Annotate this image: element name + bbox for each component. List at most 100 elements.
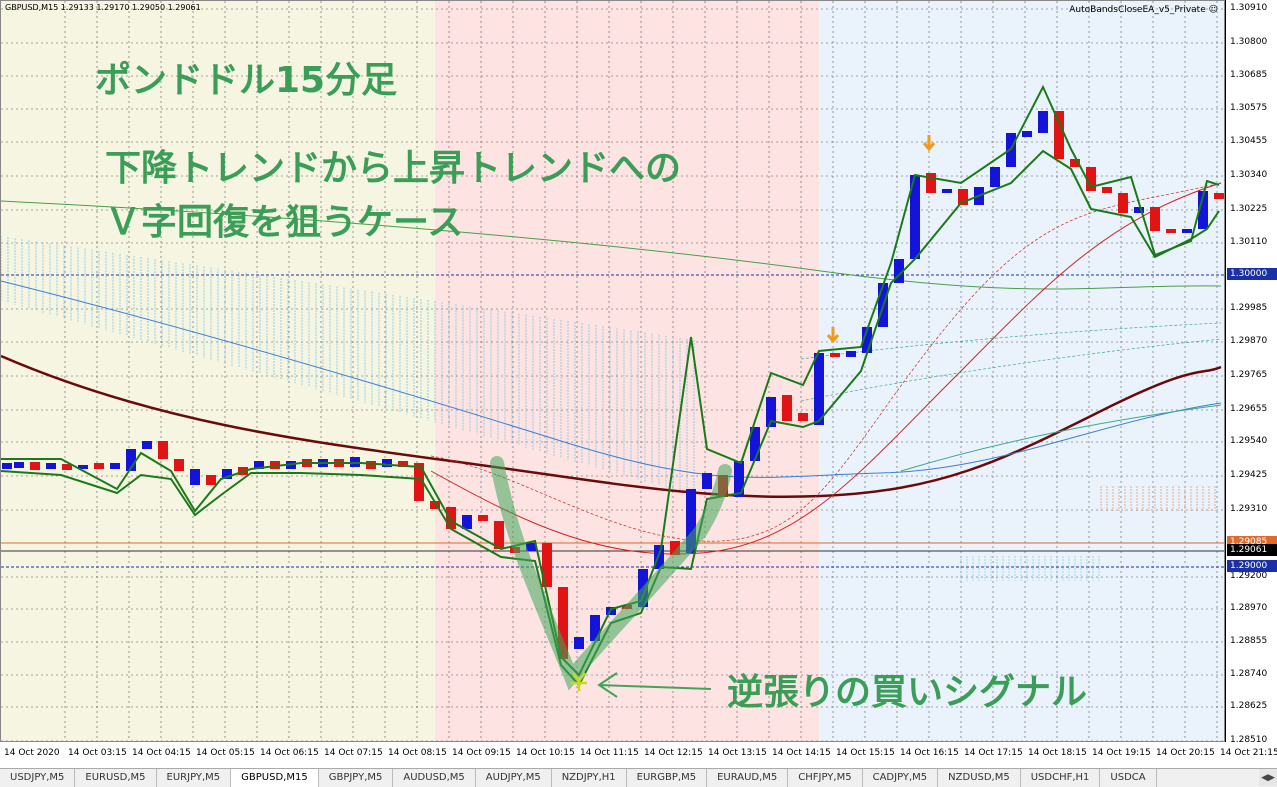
bull-candle [526, 543, 536, 551]
session-zone-asia [1, 1, 435, 741]
expert-advisor-label[interactable]: AutoBandsCloseEA_v5_Private ☺ [1069, 5, 1218, 15]
bull-candle [110, 463, 120, 469]
bear-candle [1214, 193, 1224, 199]
symbol-tab[interactable]: EURGBP,M5 [627, 769, 708, 787]
bear-candle [430, 501, 440, 509]
bull-candle [462, 515, 472, 529]
price-level-tag: 1.29000 [1227, 560, 1277, 572]
bear-candle [94, 463, 104, 469]
symbol-tab[interactable]: USDCA [1100, 769, 1157, 787]
symbol-tab[interactable]: AUDUSD,M5 [393, 769, 476, 787]
bull-candle [686, 489, 696, 553]
envelope-line [900, 404, 1222, 472]
bear-candle [446, 507, 456, 529]
bull-candle [750, 427, 760, 461]
price-tick-label: 1.30340 [1230, 170, 1268, 180]
time-tick-label: 14 Oct 19:15 [1092, 748, 1151, 758]
symbol-tab[interactable]: GBPUSD,M15 [231, 769, 319, 787]
price-tick-label: 1.30225 [1230, 204, 1268, 214]
bull-candle [814, 353, 824, 425]
bull-candle [590, 615, 600, 641]
price-scale[interactable]: 1.30910 1.30800 1.30685 1.30575 1.30455 1.303… [1225, 0, 1277, 745]
bull-candle [254, 461, 264, 469]
symbol-tab[interactable]: USDJPY,M5 [0, 769, 76, 787]
price-tick-label: 1.29985 [1230, 303, 1268, 313]
time-tick-label: 14 Oct 07:15 [324, 748, 383, 758]
bollinger-mid-line [430, 182, 1222, 555]
bull-candle [1134, 207, 1144, 213]
bull-candle [142, 441, 152, 449]
bull-candle [126, 449, 136, 471]
symbol-tab[interactable]: CADJPY,M5 [863, 769, 939, 787]
annotation-line2: Ｖ字回復を狙うケース [105, 202, 464, 243]
symbol-tab[interactable]: USDCHF,H1 [1021, 769, 1101, 787]
bear-candle [30, 462, 40, 470]
symbol-tab[interactable]: CHFJPY,M5 [788, 769, 863, 787]
bull-candle [1182, 229, 1192, 233]
bull-candle [222, 469, 232, 479]
bear-candle [206, 475, 216, 485]
bull-candle [14, 462, 24, 468]
bull-candle [382, 459, 392, 467]
price-level-tag: 1.29061 [1227, 544, 1277, 556]
symbol-tab[interactable]: AUDJPY,M5 [476, 769, 552, 787]
bear-candle [1102, 187, 1112, 193]
sell-arrow-icon [826, 327, 840, 344]
bull-candle [846, 351, 856, 357]
bear-candle [1150, 207, 1160, 231]
bear-candle [398, 461, 408, 467]
bull-candle [1038, 111, 1048, 133]
buy-signal-icon [571, 672, 587, 691]
tab-scroll-icon[interactable]: ◀▶ [1259, 769, 1277, 786]
bull-candle [46, 463, 56, 469]
time-tick-label: 14 Oct 08:15 [388, 748, 447, 758]
time-tick-label: 14 Oct 04:15 [132, 748, 191, 758]
bear-candle [798, 413, 808, 421]
bear-candle [366, 461, 376, 469]
price-tick-label: 1.28855 [1230, 636, 1268, 646]
symbol-tab[interactable]: EURUSD,M5 [75, 769, 157, 787]
time-tick-label: 14 Oct 14:15 [772, 748, 831, 758]
annotation-line1: 下降トレンドから上昇トレンドへの [105, 148, 682, 189]
time-tick-label: 14 Oct 03:15 [68, 748, 127, 758]
price-tick-label: 1.28625 [1230, 701, 1268, 711]
time-tick-label: 14 Oct 21:15 [1220, 748, 1277, 758]
price-tick-label: 1.29200 [1230, 571, 1268, 581]
time-axis: 14 Oct 2020 14 Oct 03:15 14 Oct 04:15 14 Oc… [0, 742, 1277, 766]
bear-candle [558, 587, 568, 659]
time-tick-label: 14 Oct 06:15 [260, 748, 319, 758]
symbol-tab[interactable]: NZDUSD,M5 [938, 769, 1021, 787]
price-tick-label: 1.29540 [1230, 436, 1268, 446]
price-tick-label: 1.29765 [1230, 370, 1268, 380]
price-chart-svg [1, 1, 1224, 741]
time-tick-label: 14 Oct 16:15 [900, 748, 959, 758]
symbol-tab[interactable]: NZDJPY,H1 [552, 769, 627, 787]
time-tick-label: 14 Oct 12:15 [644, 748, 703, 758]
symbol-tab[interactable]: GBPJPY,M5 [319, 769, 394, 787]
price-tick-label: 1.29425 [1230, 470, 1268, 480]
chart-plot-area[interactable]: GBPUSD,M15 1.29133 1.29170 1.29050 1.290… [0, 0, 1225, 742]
signal-pointer-arrow-icon [597, 672, 712, 698]
price-tick-label: 1.30685 [1230, 70, 1268, 80]
bull-candle [574, 637, 584, 649]
moving-average-200-line [1, 200, 1222, 290]
bear-candle [414, 463, 424, 501]
sell-arrow-icon [922, 135, 936, 152]
bear-candle [270, 461, 280, 469]
price-tick-label: 1.30800 [1230, 37, 1268, 47]
v-recovery-highlight [490, 456, 732, 691]
bull-candle [654, 545, 664, 569]
price-tick-label: 1.29655 [1230, 404, 1268, 414]
bull-candle [990, 167, 1000, 187]
bear-candle [158, 441, 168, 459]
time-tick-label: 14 Oct 20:15 [1156, 748, 1215, 758]
price-tick-label: 1.28740 [1230, 669, 1268, 679]
bull-candle [190, 469, 200, 485]
symbol-info: GBPUSD,M15 1.29133 1.29170 1.29050 1.290… [5, 3, 201, 12]
bull-candle [766, 397, 776, 427]
bear-candle [62, 464, 72, 470]
symbol-tab[interactable]: EURAUD,M5 [707, 769, 789, 787]
chart-tab-bar: USDJPY,M5 EURUSD,M5 EURJPY,M5 GBPUSD,M15 GBP… [0, 768, 1277, 787]
symbol-tab[interactable]: EURJPY,M5 [157, 769, 232, 787]
